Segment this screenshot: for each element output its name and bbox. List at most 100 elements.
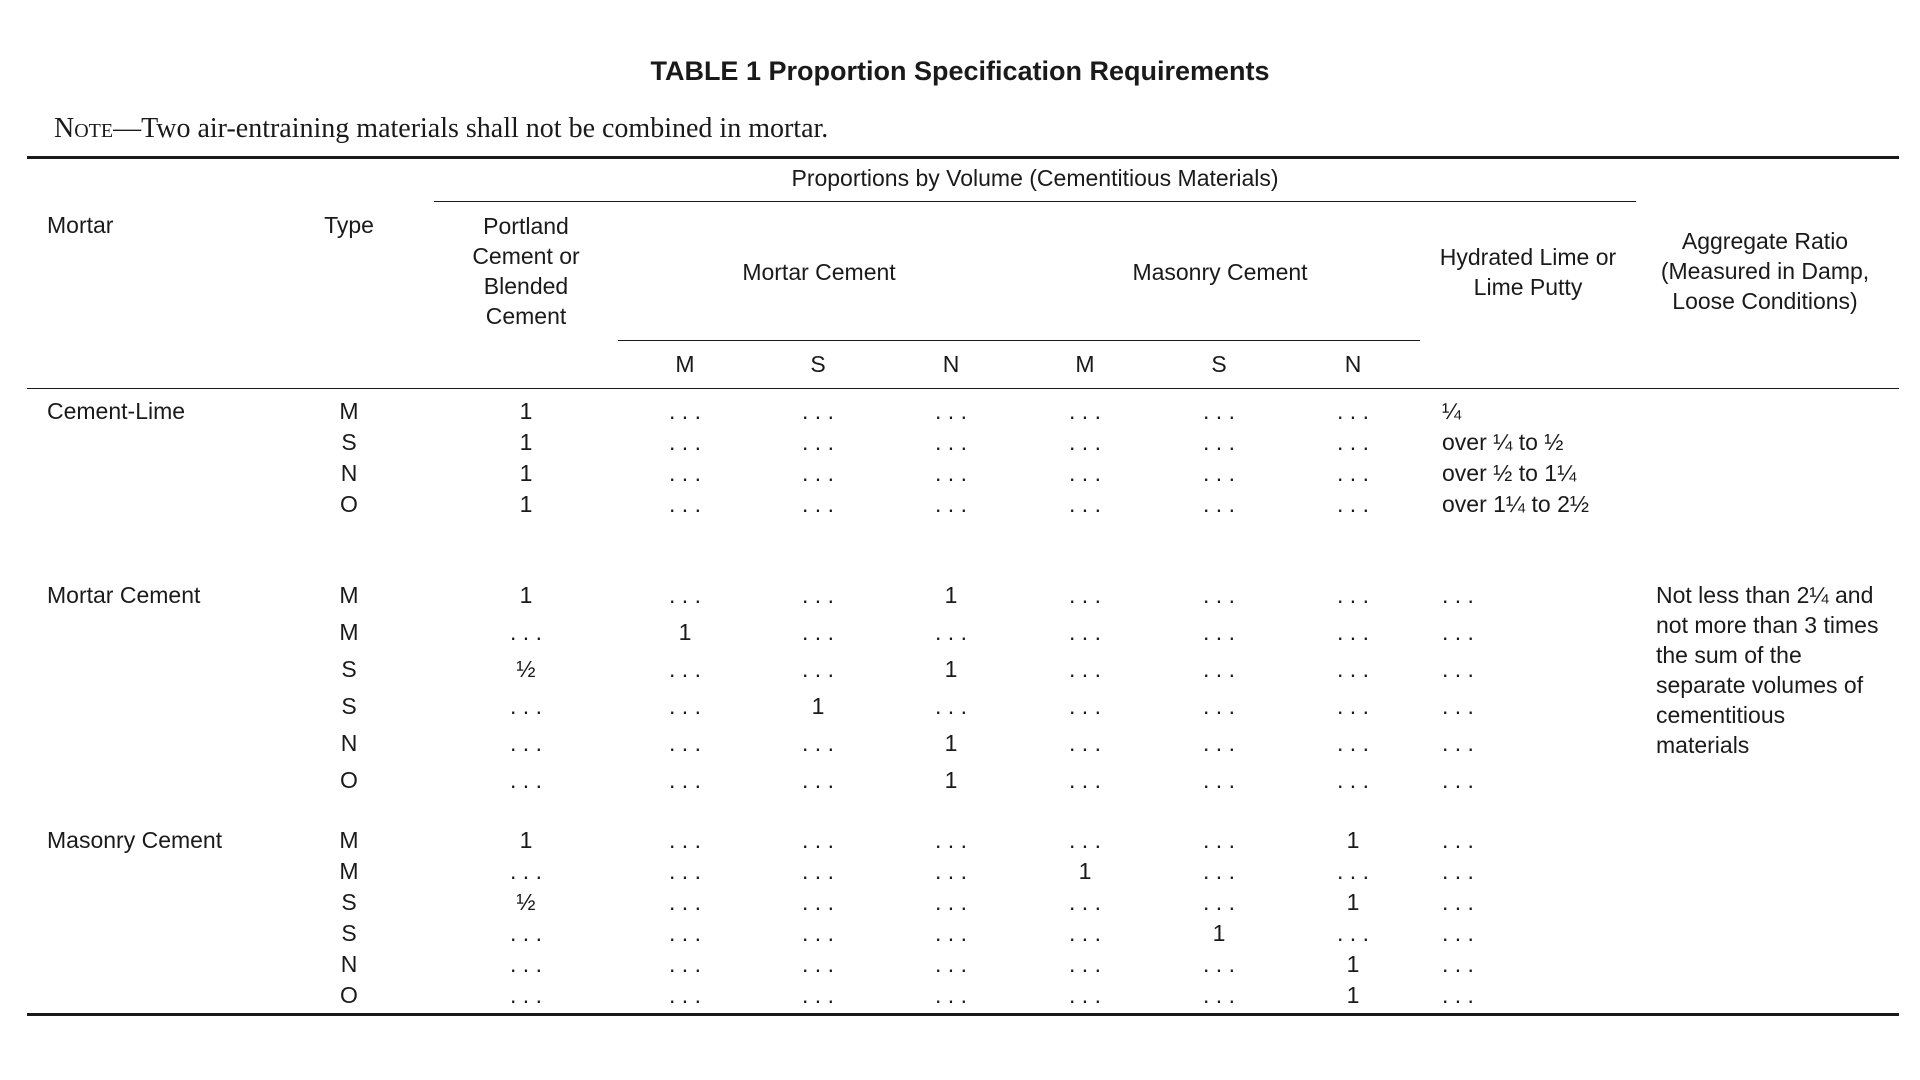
cell: . . . bbox=[935, 951, 967, 977]
cell: . . . bbox=[669, 491, 701, 517]
cell-lime: ¼ bbox=[1442, 398, 1462, 424]
cell: . . . bbox=[1337, 693, 1369, 719]
cell: . . . bbox=[1337, 460, 1369, 486]
cell: . . . bbox=[669, 827, 701, 853]
cell: . . . bbox=[1069, 920, 1101, 946]
cell: . . . bbox=[1069, 619, 1101, 645]
cell: . . . bbox=[1337, 858, 1369, 884]
cell-lime: over 1¼ to 2½ bbox=[1442, 491, 1590, 517]
cell: . . . bbox=[669, 582, 701, 608]
cell: . . . bbox=[935, 619, 967, 645]
note-text: —Two air-entraining materials shall not … bbox=[113, 113, 829, 144]
cell: . . . bbox=[1203, 693, 1235, 719]
cell: . . . bbox=[802, 619, 834, 645]
cell: . . . bbox=[1069, 460, 1101, 486]
cell: . . . bbox=[1203, 982, 1235, 1008]
sub-header: N bbox=[942, 351, 960, 377]
cell: . . . bbox=[1069, 429, 1101, 455]
cell: . . . bbox=[802, 920, 834, 946]
cell: . . . bbox=[1069, 889, 1101, 915]
cell: 1 bbox=[944, 582, 958, 608]
cell: . . . bbox=[935, 889, 967, 915]
cell: O bbox=[340, 491, 358, 517]
cell: . . . bbox=[1337, 582, 1369, 608]
cell: . . . bbox=[802, 889, 834, 915]
cell-lime: . . . bbox=[1442, 767, 1474, 793]
cell: . . . bbox=[802, 491, 834, 517]
cell: . . . bbox=[1069, 656, 1101, 682]
cell: . . . bbox=[1203, 656, 1235, 682]
cell-lime: . . . bbox=[1442, 693, 1474, 719]
bottom-rule bbox=[27, 1013, 1899, 1016]
sub-header: S bbox=[1211, 351, 1227, 377]
cell: 1 bbox=[519, 582, 533, 608]
cell: 1 bbox=[944, 767, 958, 793]
cell: . . . bbox=[802, 982, 834, 1008]
cell: . . . bbox=[669, 460, 701, 486]
cell: . . . bbox=[1069, 827, 1101, 853]
cell: . . . bbox=[802, 858, 834, 884]
cell-lime: . . . bbox=[1442, 889, 1474, 915]
cell: . . . bbox=[1203, 582, 1235, 608]
cell: 1 bbox=[1346, 889, 1360, 915]
cell: . . . bbox=[1203, 858, 1235, 884]
row-group-name: Masonry Cement bbox=[47, 827, 223, 853]
cell: . . . bbox=[935, 429, 967, 455]
cell: . . . bbox=[1069, 398, 1101, 424]
cell: . . . bbox=[1203, 889, 1235, 915]
cell: . . . bbox=[1203, 730, 1235, 756]
cell-lime: . . . bbox=[1442, 582, 1474, 608]
cell: S bbox=[341, 656, 357, 682]
cell-lime: over ¼ to ½ bbox=[1442, 429, 1564, 455]
cell: N bbox=[340, 730, 358, 756]
cell: O bbox=[340, 767, 358, 793]
cell: 1 bbox=[811, 693, 825, 719]
cell: . . . bbox=[935, 460, 967, 486]
cell: . . . bbox=[1069, 730, 1101, 756]
cell: . . . bbox=[1203, 827, 1235, 853]
cell: . . . bbox=[1203, 429, 1235, 455]
cell: . . . bbox=[510, 767, 542, 793]
cell: . . . bbox=[935, 982, 967, 1008]
cell: M bbox=[339, 827, 359, 853]
header-group: Proportions by Volume (Cementitious Mate… bbox=[791, 165, 1279, 191]
note-label: Note bbox=[54, 113, 114, 144]
cell: . . . bbox=[1337, 491, 1369, 517]
cell: 1 bbox=[1346, 982, 1360, 1008]
cell: . . . bbox=[1069, 582, 1101, 608]
cell: 1 bbox=[519, 827, 533, 853]
cell: . . . bbox=[1337, 429, 1369, 455]
cell: 1 bbox=[944, 656, 958, 682]
cell: 1 bbox=[1078, 858, 1092, 884]
cell: . . . bbox=[669, 889, 701, 915]
cell: 1 bbox=[1346, 827, 1360, 853]
cell: . . . bbox=[510, 920, 542, 946]
cell: . . . bbox=[935, 858, 967, 884]
cell: . . . bbox=[510, 858, 542, 884]
cell: . . . bbox=[1337, 730, 1369, 756]
cell: . . . bbox=[669, 982, 701, 1008]
cell: S bbox=[341, 920, 357, 946]
header-mortar-cement: Mortar Cement bbox=[742, 259, 896, 285]
cell: . . . bbox=[669, 951, 701, 977]
cell: 1 bbox=[519, 460, 533, 486]
cell: . . . bbox=[802, 767, 834, 793]
cell: . . . bbox=[510, 619, 542, 645]
cell: S bbox=[341, 693, 357, 719]
cell: . . . bbox=[935, 398, 967, 424]
cell: . . . bbox=[669, 429, 701, 455]
cell: . . . bbox=[669, 767, 701, 793]
cell: . . . bbox=[1337, 920, 1369, 946]
cell-lime: . . . bbox=[1442, 656, 1474, 682]
cell: . . . bbox=[669, 398, 701, 424]
cell: 1 bbox=[519, 491, 533, 517]
header-rule bbox=[27, 388, 1899, 389]
cell: . . . bbox=[1203, 951, 1235, 977]
cell: N bbox=[340, 460, 358, 486]
cell: . . . bbox=[1337, 619, 1369, 645]
sub-header: S bbox=[810, 351, 826, 377]
cell: . . . bbox=[669, 730, 701, 756]
table-note: Note—Two air-entraining materials shall … bbox=[54, 113, 828, 145]
cell-lime: . . . bbox=[1442, 982, 1474, 1008]
cell: . . . bbox=[1203, 767, 1235, 793]
